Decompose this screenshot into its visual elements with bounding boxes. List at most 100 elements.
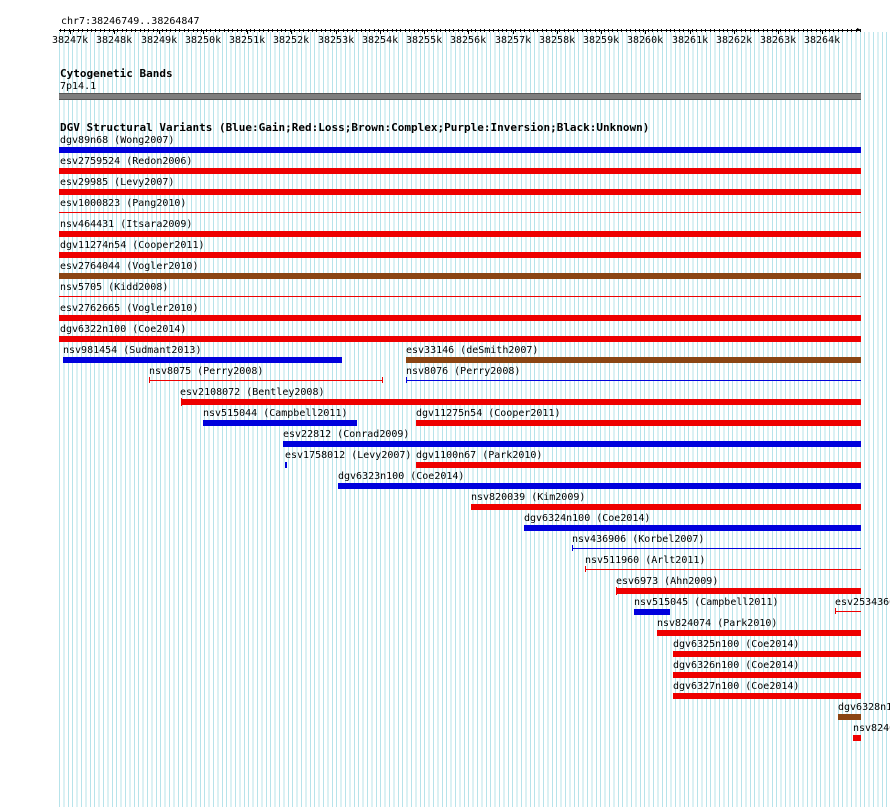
- variant-bar[interactable]: [283, 441, 861, 447]
- variant-bar[interactable]: [673, 693, 861, 699]
- variant-bar[interactable]: [585, 569, 861, 570]
- ruler-major-tick: [822, 30, 823, 34]
- variant-label[interactable]: dgv89n68 (Wong2007): [60, 135, 175, 146]
- variant-bar[interactable]: [572, 548, 861, 549]
- ruler-label: 38262k: [716, 35, 753, 46]
- variant-bar[interactable]: [634, 609, 670, 615]
- variant-bar[interactable]: [406, 380, 861, 381]
- cytoband-bar[interactable]: [59, 93, 861, 100]
- variant-label[interactable]: dgv6327n100 (Coe2014): [673, 681, 800, 692]
- variant-label[interactable]: nsv8240: [853, 723, 890, 734]
- ruler-minor-tick: [833, 29, 834, 32]
- variant-bar[interactable]: [59, 231, 861, 237]
- variant-bar[interactable]: [59, 252, 861, 258]
- ruler-minor-tick: [82, 29, 83, 32]
- ruler-minor-tick: [590, 29, 591, 32]
- variant-label[interactable]: esv29985 (Levy2007): [60, 177, 175, 188]
- variant-bar[interactable]: [59, 168, 861, 174]
- ruler-minor-tick: [794, 29, 795, 32]
- variant-label[interactable]: esv6973 (Ahn2009): [616, 576, 719, 587]
- ruler-minor-tick: [232, 29, 233, 32]
- variant-bar[interactable]: [181, 399, 861, 405]
- ruler-minor-tick: [811, 29, 812, 32]
- variant-bar[interactable]: [835, 611, 861, 612]
- variant-label[interactable]: esv2759524 (Redon2006): [60, 156, 193, 167]
- ruler-major-tick: [336, 30, 337, 34]
- variant-bar[interactable]: [657, 630, 861, 636]
- variant-bar[interactable]: [59, 212, 861, 213]
- variant-label[interactable]: dgv6323n100 (Coe2014): [338, 471, 465, 482]
- ruler-major-tick: [424, 30, 425, 34]
- variant-label[interactable]: dgv6322n100 (Coe2014): [60, 324, 187, 335]
- variant-bar[interactable]: [616, 588, 861, 594]
- variant-bar[interactable]: [471, 504, 861, 510]
- ruler-axis: [59, 30, 861, 31]
- variant-bar[interactable]: [673, 672, 861, 678]
- variant-label[interactable]: dgv11275n54 (Cooper2011): [416, 408, 561, 419]
- variant-bar[interactable]: [59, 189, 861, 195]
- variant-label[interactable]: nsv515045 (Campbell2011): [634, 597, 779, 608]
- variant-label[interactable]: dgv6328n100: [838, 702, 890, 713]
- variant-bar[interactable]: [203, 420, 357, 426]
- variant-label[interactable]: nsv464431 (Itsara2009): [60, 219, 193, 230]
- variant-label[interactable]: esv1758012 (Levy2007): [285, 450, 412, 461]
- variant-label[interactable]: nsv8076 (Perry2008): [406, 366, 521, 377]
- variant-bar[interactable]: [59, 336, 861, 342]
- ruler-minor-tick: [135, 29, 136, 32]
- variant-label[interactable]: esv22812 (Conrad2009): [283, 429, 410, 440]
- ruler-minor-tick: [643, 29, 644, 32]
- ruler-minor-tick: [661, 29, 662, 32]
- variant-label[interactable]: dgv6324n100 (Coe2014): [524, 513, 651, 524]
- variant-bar[interactable]: [524, 525, 861, 531]
- variant-label[interactable]: nsv824074 (Park2010): [657, 618, 778, 629]
- variant-label[interactable]: esv2108072 (Bentley2008): [180, 387, 325, 398]
- variant-bar[interactable]: [59, 315, 861, 321]
- variant-label[interactable]: esv1000823 (Pang2010): [60, 198, 187, 209]
- ruler-minor-tick: [414, 29, 415, 32]
- variant-bar[interactable]: [338, 483, 861, 489]
- variant-bar[interactable]: [285, 462, 287, 468]
- ruler-minor-tick: [741, 29, 742, 32]
- variant-bar[interactable]: [853, 735, 861, 741]
- variant-label[interactable]: nsv436906 (Korbel2007): [572, 534, 705, 545]
- variant-label[interactable]: nsv8075 (Perry2008): [149, 366, 264, 377]
- ruler-minor-tick: [458, 29, 459, 32]
- variant-label[interactable]: dgv6326n100 (Coe2014): [673, 660, 800, 671]
- ruler-minor-tick: [259, 29, 260, 32]
- variant-label[interactable]: dgv6325n100 (Coe2014): [673, 639, 800, 650]
- variant-label[interactable]: nsv511960 (Arlt2011): [585, 555, 706, 566]
- variant-label[interactable]: esv33146 (deSmith2007): [406, 345, 539, 356]
- ruler-minor-tick: [197, 29, 198, 32]
- ruler-minor-tick: [688, 29, 689, 32]
- variant-bar[interactable]: [59, 296, 861, 297]
- ruler-minor-tick: [723, 29, 724, 32]
- variant-bar[interactable]: [838, 714, 861, 720]
- variant-bar[interactable]: [416, 462, 861, 468]
- variant-bar[interactable]: [673, 651, 861, 657]
- variant-bar[interactable]: [63, 357, 342, 363]
- ruler-minor-tick: [767, 29, 768, 32]
- variant-bar[interactable]: [406, 357, 861, 363]
- variant-label[interactable]: esv2764044 (Vogler2010): [60, 261, 199, 272]
- ruler-minor-tick: [750, 29, 751, 32]
- variant-label[interactable]: nsv515044 (Campbell2011): [203, 408, 348, 419]
- variant-label[interactable]: esv2534360: [835, 597, 890, 608]
- variant-bar[interactable]: [416, 420, 861, 426]
- ruler-minor-tick: [64, 29, 65, 32]
- variant-label[interactable]: nsv981454 (Sudmant2013): [63, 345, 202, 356]
- variant-label[interactable]: nsv5705 (Kidd2008): [60, 282, 169, 293]
- variant-bar[interactable]: [149, 380, 382, 381]
- variant-label[interactable]: dgv1100n67 (Park2010): [416, 450, 543, 461]
- ruler-minor-tick: [418, 29, 419, 32]
- variant-label[interactable]: nsv820039 (Kim2009): [471, 492, 586, 503]
- ruler-minor-tick: [825, 29, 826, 32]
- variant-bar[interactable]: [59, 147, 861, 153]
- ruler-minor-tick: [219, 29, 220, 32]
- ruler-minor-tick: [100, 29, 101, 32]
- variant-label[interactable]: dgv11274n54 (Cooper2011): [60, 240, 205, 251]
- variant-label[interactable]: esv2762665 (Vogler2010): [60, 303, 199, 314]
- ruler-minor-tick: [60, 29, 61, 32]
- ruler-major-tick: [734, 30, 735, 34]
- variant-bar[interactable]: [59, 273, 861, 279]
